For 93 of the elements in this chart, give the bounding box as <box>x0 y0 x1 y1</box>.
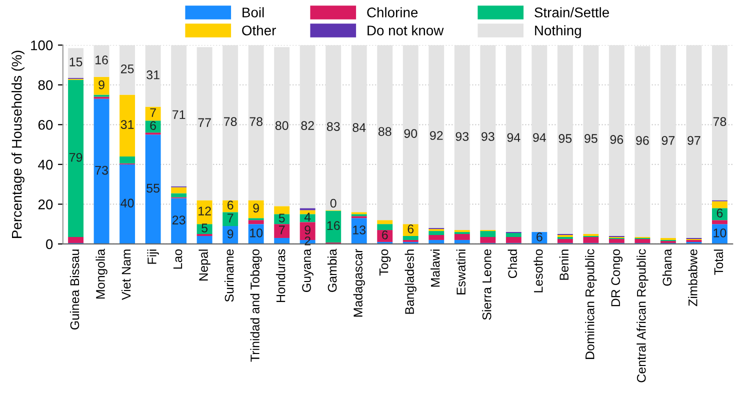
x-tick-label: Malawi <box>430 250 440 287</box>
data-label: 78 <box>713 117 726 126</box>
data-label: 9 <box>253 204 259 213</box>
data-label: 6 <box>408 224 414 234</box>
x-tick-label: Benin <box>559 250 569 280</box>
data-label: 7 <box>279 226 285 234</box>
data-label: 4 <box>304 212 311 222</box>
data-label: 83 <box>326 122 340 131</box>
x-tick-label: Guyana <box>302 248 314 292</box>
legend-label: Strain/Settle <box>534 7 609 18</box>
data-label: 7 <box>227 214 234 222</box>
data-label: 9 <box>98 80 104 90</box>
data-label: 6 <box>382 230 388 240</box>
data-label: 71 <box>172 110 186 119</box>
y-axis-title: Percentage of Households (%) <box>12 50 24 238</box>
legend-label: Other <box>242 25 276 36</box>
legend-label: Boil <box>242 7 264 18</box>
y-tick-label: 20 <box>38 200 53 210</box>
data-label: 78 <box>250 117 262 126</box>
data-label: 79 <box>69 152 82 162</box>
data-label: 12 <box>198 206 211 216</box>
data-label: 13 <box>353 226 366 234</box>
data-label: 10 <box>714 228 726 238</box>
data-label: 90 <box>404 129 418 138</box>
data-label: 95 <box>584 134 598 143</box>
data-label: 73 <box>95 166 108 175</box>
data-label: 93 <box>456 132 469 141</box>
x-tick-label: Zimbabwe <box>688 249 698 306</box>
data-label: 55 <box>146 184 160 193</box>
data-label: 93 <box>482 132 494 141</box>
data-label: 77 <box>198 118 211 127</box>
x-tick-label: Chad <box>508 250 518 278</box>
x-tick-label: Sierra Leone <box>482 249 492 320</box>
data-label: 96 <box>636 136 649 145</box>
y-tick-label: 80 <box>38 80 53 90</box>
y-tick-label: 100 <box>31 40 53 50</box>
data-label: 0 <box>330 198 336 208</box>
legend-label: Nothing <box>535 25 581 38</box>
x-tick-label: Viet Nam <box>121 250 131 300</box>
data-label: 6 <box>227 200 234 210</box>
data-label: 15 <box>70 58 82 66</box>
x-tick-label: DR Congo <box>611 249 623 306</box>
data-label: 96 <box>610 135 624 144</box>
y-tick-label: 40 <box>38 160 53 170</box>
legend-label: Do not know <box>368 25 444 36</box>
data-label: 10 <box>250 228 263 238</box>
x-tick-label: Trinidad and Tobago <box>250 249 262 362</box>
data-label: 9 <box>304 226 310 234</box>
x-tick-label: Guinea Bissau <box>70 250 80 330</box>
data-label: 6 <box>150 121 156 130</box>
x-tick-label: Eswatini <box>456 250 466 294</box>
x-tick-label: Gambia <box>328 248 337 292</box>
data-label: 6 <box>716 208 723 218</box>
legend-label: Chlorine <box>367 7 418 18</box>
x-tick-label: Ghana <box>662 248 672 286</box>
data-label: 94 <box>533 133 546 142</box>
data-label: 97 <box>688 136 700 145</box>
data-label: 31 <box>146 70 160 80</box>
data-label: 25 <box>120 64 134 74</box>
x-tick-label: Central African Republic <box>636 249 648 382</box>
data-label: 84 <box>352 123 366 132</box>
data-label: 16 <box>327 221 340 230</box>
x-tick-label: Honduras <box>276 249 286 302</box>
y-tick-label: 0 <box>46 239 53 250</box>
data-label: 94 <box>507 133 520 142</box>
y-tick-label: 60 <box>38 120 53 130</box>
x-tick-label: Total <box>714 250 724 275</box>
x-tick-label: Fiji <box>147 250 159 264</box>
data-label: 80 <box>275 121 288 130</box>
data-label: 40 <box>120 198 134 208</box>
data-label: 7 <box>150 108 156 117</box>
data-label: 5 <box>278 214 285 222</box>
data-label: 9 <box>227 230 234 238</box>
x-tick-label: Lesotho <box>534 249 543 292</box>
data-label: 78 <box>224 117 237 126</box>
data-label: 88 <box>378 127 392 136</box>
x-tick-label: Dominican Republic <box>585 249 597 359</box>
x-tick-label: Bangladesh <box>404 250 416 314</box>
x-tick-label: Togo <box>380 249 391 276</box>
data-label: 82 <box>301 121 314 130</box>
x-tick-label: Nepal <box>198 250 210 280</box>
x-tick-label: Lao <box>173 249 182 269</box>
data-label: 6 <box>536 232 542 242</box>
data-label: 5 <box>202 224 208 232</box>
data-label: 31 <box>120 120 134 129</box>
data-label: 97 <box>662 136 675 145</box>
x-tick-label: Mongolia <box>96 248 108 299</box>
x-tick-label: Suriname <box>224 249 234 302</box>
x-tick-label: Madagascar <box>353 249 365 317</box>
data-label: 16 <box>96 56 108 64</box>
data-label: 95 <box>558 134 572 143</box>
data-label: 92 <box>430 131 443 140</box>
data-label: 23 <box>172 216 186 224</box>
